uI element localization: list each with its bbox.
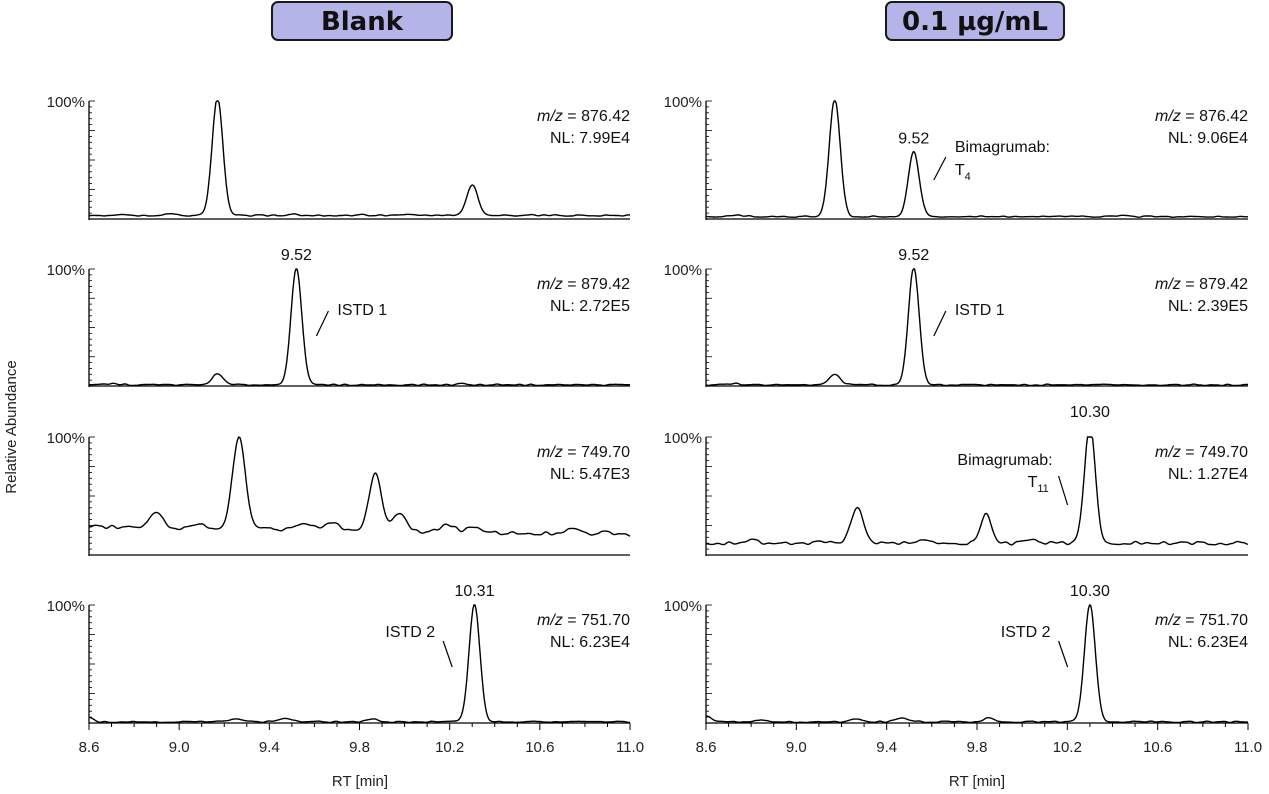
normalization-level-label: NL: 2.39E5 bbox=[1168, 298, 1248, 315]
mz-prefix: m/z bbox=[1155, 276, 1181, 293]
normalization-level-label: NL: 9.06E4 bbox=[1168, 130, 1248, 147]
normalization-level-label: NL: 6.23E4 bbox=[1168, 634, 1248, 651]
mz-value: = 879.42 bbox=[1181, 276, 1248, 293]
annotation-leader-line bbox=[1058, 640, 1069, 668]
mz-prefix: m/z bbox=[537, 108, 563, 125]
mz-label: m/z = 749.70 bbox=[1155, 444, 1248, 461]
annotation-leader-line bbox=[1058, 475, 1069, 506]
x-tick-label: 11.0 bbox=[616, 739, 644, 756]
normalization-level-label: NL: 7.99E4 bbox=[550, 130, 630, 147]
x-tick-label: 10.2 bbox=[1053, 739, 1082, 756]
y-axis-100pct-label: 100% bbox=[47, 94, 85, 111]
peak-annotation-subscript-label: T11 bbox=[1028, 474, 1049, 495]
x-tick-label: 9.0 bbox=[169, 739, 190, 756]
x-axis-label-left: RT [min] bbox=[332, 773, 388, 790]
annotation-leader-line bbox=[933, 310, 947, 337]
mz-value: = 751.70 bbox=[563, 612, 630, 629]
chromatogram-trace bbox=[706, 604, 1249, 724]
x-tick-label: 10.6 bbox=[1143, 739, 1172, 756]
peak-annotation-label: ISTD 1 bbox=[337, 302, 387, 319]
x-axis-label-right: RT [min] bbox=[949, 773, 1005, 790]
peak-annotation-label: ISTD 2 bbox=[1001, 624, 1051, 641]
y-axis-100pct-label: 100% bbox=[47, 598, 85, 615]
normalization-level-label: NL: 6.23E4 bbox=[550, 634, 630, 651]
mz-label: m/z = 749.70 bbox=[537, 444, 630, 461]
mz-value: = 749.70 bbox=[1181, 444, 1248, 461]
chromatogram-trace bbox=[88, 100, 631, 217]
peak-rt-label: 9.52 bbox=[898, 131, 929, 148]
mz-value: = 876.42 bbox=[563, 108, 630, 125]
peak-annotation-label: Bimagrumab: bbox=[957, 452, 1052, 469]
x-tick-label: 9.4 bbox=[876, 739, 897, 756]
chromatogram-trace bbox=[706, 436, 1249, 546]
chromatogram-trace bbox=[705, 268, 1248, 387]
mz-label: m/z = 751.70 bbox=[537, 612, 630, 629]
peak-rt-label: 10.31 bbox=[454, 583, 494, 600]
x-tick-label: 9.4 bbox=[259, 739, 280, 756]
annotation-leader-line bbox=[442, 640, 453, 668]
annotation-leader-line bbox=[933, 156, 947, 181]
x-tick-label: 10.2 bbox=[435, 739, 464, 756]
mz-prefix: m/z bbox=[537, 612, 563, 629]
normalization-level-label: NL: 5.47E3 bbox=[550, 466, 630, 483]
mz-value: = 876.42 bbox=[1181, 108, 1248, 125]
normalization-level-label: NL: 1.27E4 bbox=[1168, 466, 1248, 483]
y-axis-100pct-label: 100% bbox=[664, 430, 702, 447]
y-axis-100pct-label: 100% bbox=[47, 430, 85, 447]
chromatogram-trace bbox=[88, 268, 631, 387]
y-axis-100pct-label: 100% bbox=[664, 598, 702, 615]
peak-annotation-label: ISTD 1 bbox=[955, 302, 1005, 319]
chromatogram-trace bbox=[89, 436, 631, 537]
y-axis-label: Relative Abundance bbox=[3, 360, 20, 493]
mz-prefix: m/z bbox=[1155, 612, 1181, 629]
x-tick-label: 9.8 bbox=[349, 739, 370, 756]
mz-value: = 751.70 bbox=[1181, 612, 1248, 629]
mz-label: m/z = 751.70 bbox=[1155, 612, 1248, 629]
peak-annotation-label: ISTD 2 bbox=[385, 624, 435, 641]
peak-rt-label: 10.30 bbox=[1070, 583, 1110, 600]
mz-prefix: m/z bbox=[537, 444, 563, 461]
chromatogram-trace bbox=[88, 604, 630, 724]
x-tick-label: 10.6 bbox=[525, 739, 554, 756]
mz-value: = 879.42 bbox=[563, 276, 630, 293]
mz-prefix: m/z bbox=[537, 276, 563, 293]
mz-label: m/z = 876.42 bbox=[537, 108, 630, 125]
y-axis-100pct-label: 100% bbox=[47, 262, 85, 279]
x-tick-label: 9.8 bbox=[967, 739, 988, 756]
panel-title-spiked: 0.1 µg/mL bbox=[885, 1, 1065, 41]
chromatogram-trace bbox=[705, 100, 1249, 219]
normalization-level-label: NL: 2.72E5 bbox=[550, 298, 630, 315]
y-axis-100pct-label: 100% bbox=[664, 94, 702, 111]
peak-annotation-label: Bimagrumab: bbox=[955, 139, 1050, 156]
panel-title-blank: Blank bbox=[271, 1, 453, 41]
x-tick-label: 8.6 bbox=[79, 739, 100, 756]
mz-label: m/z = 876.42 bbox=[1155, 108, 1248, 125]
peak-rt-label: 10.30 bbox=[1070, 404, 1110, 421]
mz-value: = 749.70 bbox=[563, 444, 630, 461]
peak-rt-label: 9.52 bbox=[281, 247, 312, 264]
y-axis-100pct-label: 100% bbox=[664, 262, 702, 279]
mz-label: m/z = 879.42 bbox=[1155, 276, 1248, 293]
mz-label: m/z = 879.42 bbox=[537, 276, 630, 293]
x-tick-label: 9.0 bbox=[786, 739, 807, 756]
mz-prefix: m/z bbox=[1155, 444, 1181, 461]
annotation-leader-line bbox=[315, 310, 329, 337]
peak-annotation-subscript-label: T4 bbox=[955, 162, 971, 183]
peak-rt-label: 9.52 bbox=[898, 247, 929, 264]
x-tick-label: 8.6 bbox=[696, 739, 717, 756]
x-tick-label: 11.0 bbox=[1234, 739, 1262, 756]
mz-prefix: m/z bbox=[1155, 108, 1181, 125]
